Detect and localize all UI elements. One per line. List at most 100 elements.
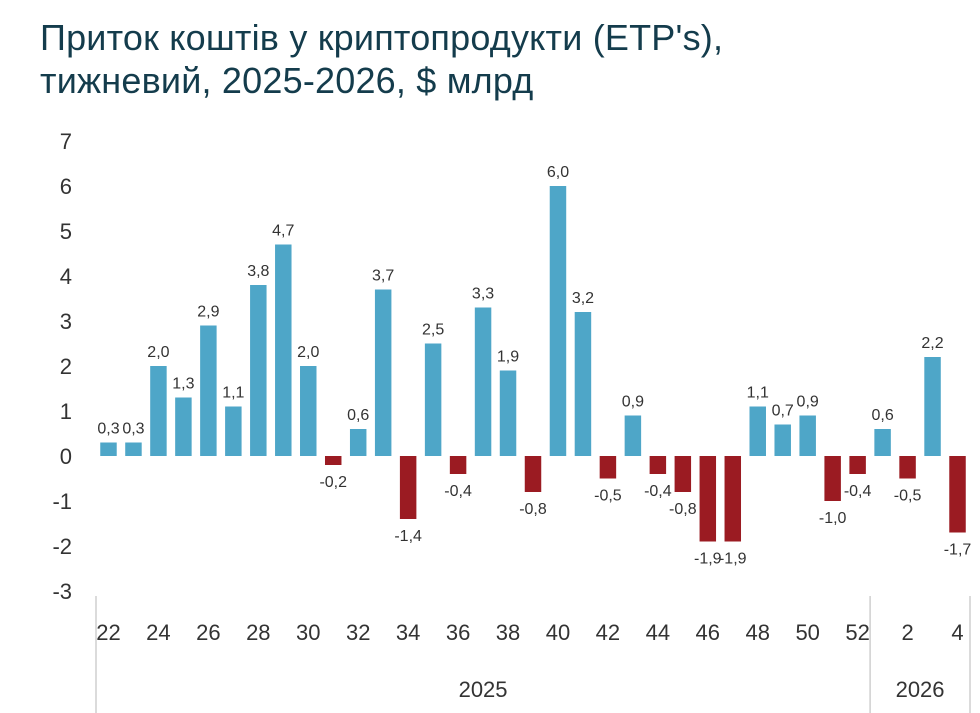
bar xyxy=(774,424,791,456)
data-label: 1,9 xyxy=(497,349,519,366)
bar xyxy=(125,442,142,456)
data-label: 2,5 xyxy=(422,322,444,339)
y-tick-label: 0 xyxy=(60,444,72,469)
data-label: 3,7 xyxy=(372,268,394,285)
bar xyxy=(799,415,816,456)
y-tick-label: 5 xyxy=(60,219,72,244)
bar xyxy=(724,456,742,542)
bar xyxy=(200,325,217,456)
chart-title-line-1: Приток коштів у криптопродукти (ETP's), xyxy=(40,17,724,58)
bar xyxy=(474,307,492,456)
bar xyxy=(150,366,167,456)
year-label: 2025 xyxy=(459,677,508,702)
data-label: 0,6 xyxy=(347,407,369,424)
data-label: -1,7 xyxy=(944,542,972,559)
data-label: -1,0 xyxy=(819,510,847,527)
x-tick-label: 48 xyxy=(746,620,770,645)
data-label: 6,0 xyxy=(547,164,569,181)
x-tick-label: 32 xyxy=(346,620,370,645)
y-tick-label: -2 xyxy=(52,534,72,559)
bar xyxy=(300,366,317,456)
x-tick-label: 28 xyxy=(246,620,270,645)
data-label: -0,4 xyxy=(444,483,472,500)
bar xyxy=(349,429,367,456)
data-label: 2,9 xyxy=(197,304,219,321)
x-tick-label: 34 xyxy=(396,620,420,645)
y-tick-label: 1 xyxy=(60,399,72,424)
bar xyxy=(899,456,916,479)
data-label: 3,2 xyxy=(572,290,594,307)
bar xyxy=(449,456,467,474)
y-tick-label: -3 xyxy=(52,579,72,604)
bar xyxy=(250,285,267,456)
bar xyxy=(824,456,841,501)
year-label: 2026 xyxy=(896,677,945,702)
data-label: 0,6 xyxy=(871,407,893,424)
bar xyxy=(624,415,642,456)
bar xyxy=(225,406,242,456)
data-label: -1,4 xyxy=(394,528,422,545)
data-label: 2,0 xyxy=(297,344,319,361)
data-label: -0,2 xyxy=(319,474,347,491)
data-label: 0,9 xyxy=(622,394,644,411)
data-label: 2,0 xyxy=(147,344,169,361)
data-label: 0,3 xyxy=(97,421,119,438)
data-label: -1,9 xyxy=(694,551,722,568)
bar xyxy=(674,456,692,492)
chart-title-line-2: тижневий, 2025-2026, $ млрд xyxy=(40,60,534,101)
bar xyxy=(549,186,567,456)
data-label: 0,3 xyxy=(122,421,144,438)
data-label: -1,9 xyxy=(719,551,747,568)
x-tick-label: 40 xyxy=(546,620,570,645)
data-label: -0,4 xyxy=(644,483,672,500)
data-label: -0,4 xyxy=(844,483,872,500)
data-label: -0,8 xyxy=(669,501,697,518)
y-tick-label: 4 xyxy=(60,264,72,289)
x-tick-label: 50 xyxy=(795,620,819,645)
data-label: -0,5 xyxy=(894,488,922,505)
bar xyxy=(574,312,592,456)
bar xyxy=(849,456,866,474)
data-label: 4,7 xyxy=(272,223,294,240)
bar xyxy=(699,456,717,542)
x-tick-label: 22 xyxy=(96,620,120,645)
x-tick-label: 36 xyxy=(446,620,470,645)
x-tick-label: 52 xyxy=(845,620,869,645)
data-label: 3,8 xyxy=(247,263,269,280)
data-label: 1,1 xyxy=(222,385,244,402)
x-tick-label: 26 xyxy=(196,620,220,645)
bar xyxy=(524,456,542,492)
bar xyxy=(424,343,442,456)
bar xyxy=(374,289,392,456)
bar xyxy=(649,456,667,474)
y-tick-label: 3 xyxy=(60,309,72,334)
data-label: 1,3 xyxy=(172,376,194,393)
bar xyxy=(599,456,617,479)
x-tick-label: 24 xyxy=(146,620,170,645)
data-label: 0,9 xyxy=(797,394,819,411)
bar xyxy=(924,357,941,456)
x-tick-label: 46 xyxy=(696,620,720,645)
bar xyxy=(749,406,766,456)
bar xyxy=(399,456,417,519)
x-tick-label: 38 xyxy=(496,620,520,645)
x-tick-label: 30 xyxy=(296,620,320,645)
x-tick-label: 42 xyxy=(596,620,620,645)
bar xyxy=(275,244,292,456)
data-label: 0,7 xyxy=(772,403,794,420)
bar xyxy=(100,442,117,456)
x-tick-label: 2 xyxy=(901,620,913,645)
data-label: 1,1 xyxy=(747,385,769,402)
bar xyxy=(499,370,517,456)
data-label: 2,2 xyxy=(921,335,943,352)
y-tick-label: 7 xyxy=(60,129,72,154)
data-label: -0,8 xyxy=(519,501,547,518)
y-tick-label: -1 xyxy=(52,489,72,514)
y-tick-label: 2 xyxy=(60,354,72,379)
x-tick-label: 44 xyxy=(646,620,670,645)
bar xyxy=(949,456,966,533)
data-label: 3,3 xyxy=(472,286,494,303)
chart-title: Приток коштів у криптопродукти (ETP's), … xyxy=(40,16,723,102)
bar xyxy=(175,397,192,456)
data-label: -0,5 xyxy=(594,488,622,505)
